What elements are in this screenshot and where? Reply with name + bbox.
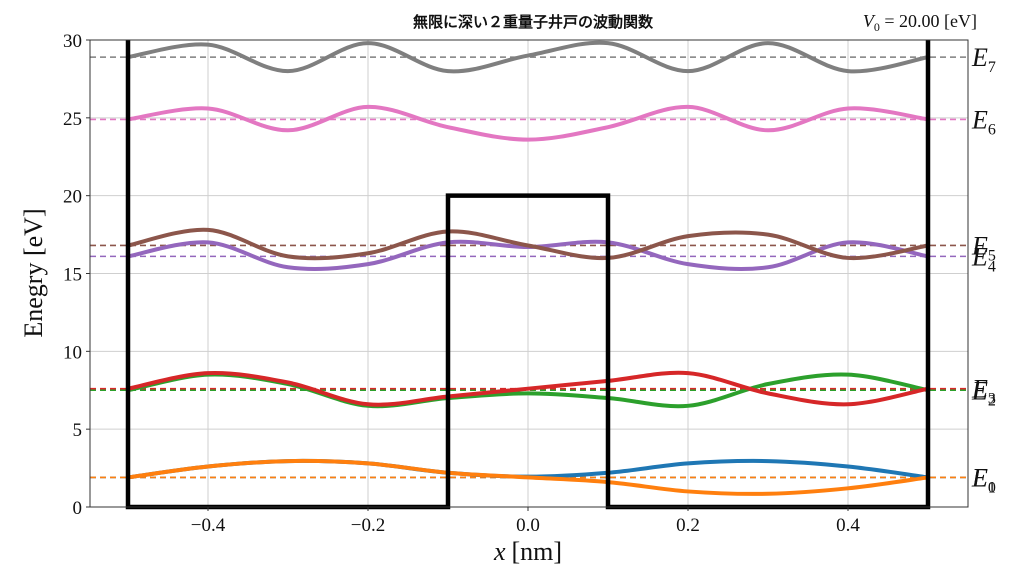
v0-annotation: V0 = 20.00 [eV] xyxy=(863,11,977,34)
y-tick-label: 15 xyxy=(63,265,82,286)
wavefunction-curves xyxy=(126,40,930,496)
x-tick-label: 0.0 xyxy=(516,515,540,536)
wavefunction-psi_1 xyxy=(126,458,930,496)
x-tick-label: −0.4 xyxy=(191,515,226,536)
y-axis-label: Enegry [eV] xyxy=(19,208,48,337)
wavefunction-psi_5 xyxy=(126,227,930,261)
axis-ticks: −0.4 −0.2 0.0 0.2 0.4 0 5 10 15 20 25 30 xyxy=(63,31,860,536)
y-tick-label: 10 xyxy=(63,342,82,363)
wavefunction-psi_7 xyxy=(126,40,930,74)
x-axis-unit: [nm] xyxy=(512,537,563,566)
v0-value: = 20.00 [eV] xyxy=(880,11,977,31)
wavefunction-psi_6 xyxy=(126,104,930,142)
x-tick-label: 0.4 xyxy=(836,515,860,536)
energy-label-5: E5 xyxy=(971,231,996,264)
energy-level-dashed-lines xyxy=(90,56,968,479)
energy-label-2: E2 xyxy=(971,376,996,409)
wavefunction-psi_3 xyxy=(126,370,930,407)
y-tick-label: 5 xyxy=(73,420,83,441)
energy-label-3: E3 xyxy=(971,375,996,408)
x-tick-label: −0.2 xyxy=(351,515,385,536)
v0-symbol: V xyxy=(863,11,876,31)
v0-subscript: 0 xyxy=(874,20,880,34)
y-tick-label: 25 xyxy=(63,109,82,130)
y-tick-label: 30 xyxy=(63,31,82,52)
energy-label-7: E7 xyxy=(971,43,996,76)
y-tick-label: 20 xyxy=(63,187,82,208)
chart-title: 無限に深い２重量子井戸の波動関数 xyxy=(413,13,654,31)
energy-label-6: E6 xyxy=(971,105,996,138)
energy-label-0: E0 xyxy=(971,463,996,496)
x-axis-label: x [nm] xyxy=(493,537,562,566)
x-tick-label: 0.2 xyxy=(676,515,700,536)
y-tick-label: 0 xyxy=(73,498,83,519)
x-axis-variable: x xyxy=(493,537,506,566)
energy-label-1: E1 xyxy=(971,463,996,496)
energy-label-4: E4 xyxy=(971,242,996,275)
